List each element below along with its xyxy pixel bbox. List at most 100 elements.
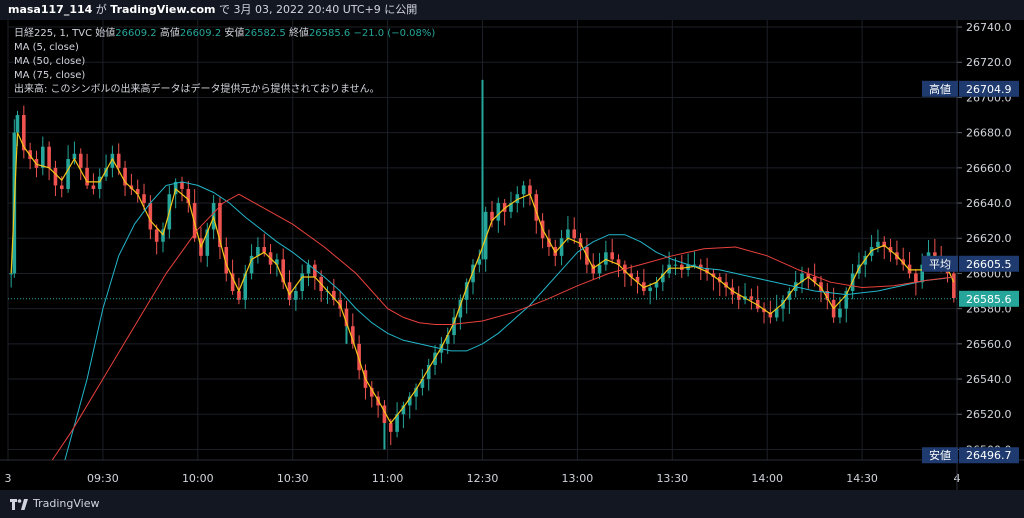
ohlc-row: 日経225, 1, TVC 始値26609.2 高値26609.2 安値2658… (14, 27, 435, 41)
ma75-line[interactable] (51, 193, 954, 461)
candle (313, 259, 317, 290)
candle (123, 160, 127, 197)
price-label-name-bg (922, 447, 958, 464)
volume-note: 出来高: このシンボルの出来高データはデータ提供元から提供されておりません。 (14, 84, 380, 95)
candle-body (9, 273, 13, 275)
ma75-legend[interactable]: MA (75, close) (14, 70, 86, 81)
price-label-bg (959, 290, 1019, 307)
price-label-name-bg (922, 255, 958, 272)
candle (736, 286, 741, 309)
candle-body (104, 167, 108, 177)
candle (40, 136, 45, 176)
candle-body (578, 238, 583, 248)
candle (414, 383, 418, 410)
candle (629, 264, 633, 286)
candle-body (717, 276, 722, 283)
candle (129, 173, 134, 196)
candle (471, 259, 475, 295)
candle-body (15, 115, 20, 133)
candle (477, 249, 482, 273)
candle-body (781, 299, 785, 309)
candle (806, 267, 811, 289)
candle-body (876, 241, 880, 248)
candle (72, 141, 77, 165)
candle (755, 285, 760, 313)
candle-body (838, 308, 842, 318)
candle-body (401, 405, 406, 415)
x-tick-label: 13:30 (656, 472, 688, 485)
price-label-name: 安値 (929, 448, 951, 462)
candle-body (888, 247, 893, 253)
candle (218, 197, 222, 260)
candle-body (294, 291, 298, 300)
candle-body (426, 364, 431, 380)
candle-body (907, 264, 912, 274)
candle (47, 141, 51, 181)
x-tick-label: 13:00 (562, 472, 594, 485)
candle (717, 273, 722, 296)
candle-body (123, 167, 127, 186)
candle-body (256, 247, 260, 256)
candle (78, 148, 83, 181)
site-name[interactable]: TradingView.com (110, 3, 216, 16)
ma50-line[interactable] (64, 181, 954, 461)
candle (604, 240, 608, 271)
candle (186, 181, 191, 213)
candle (521, 180, 526, 208)
x-tick-label: 14:30 (846, 472, 878, 485)
candle-body (755, 299, 760, 309)
symbol-label[interactable]: 日経225, 1, TVC (14, 28, 93, 39)
candle-body (306, 264, 311, 274)
ma5-line[interactable] (10, 132, 955, 425)
candle-body (591, 264, 596, 274)
x-tick-label: 10:00 (182, 472, 214, 485)
open-value: 26609.2 (115, 28, 157, 39)
candle-body (445, 335, 450, 344)
candle (332, 278, 336, 306)
candle-body (711, 273, 716, 277)
candle (287, 270, 292, 306)
high-value: 26609.2 (179, 28, 222, 39)
candle-body (243, 273, 248, 300)
close-value: 26585.6 (308, 28, 351, 39)
candle-body (698, 264, 703, 269)
candle-body (483, 211, 488, 260)
candle (572, 217, 577, 244)
candle (724, 273, 728, 297)
candle-body (97, 176, 102, 189)
candle-body (749, 296, 754, 300)
candle-body (477, 259, 482, 265)
candle (180, 176, 184, 202)
ma50-legend[interactable]: MA (50, close) (14, 56, 86, 67)
candle (509, 191, 513, 219)
candle (642, 268, 646, 296)
candle (97, 168, 102, 199)
x-tick-label: 12:30 (467, 472, 499, 485)
candle (154, 224, 159, 255)
price-chart[interactable]: 26500.026520.026540.026560.026580.026600… (0, 20, 1024, 490)
candle (22, 105, 26, 159)
price-label-value: 26605.5 (966, 258, 1012, 271)
candle-body (287, 282, 292, 300)
candle (53, 160, 58, 197)
candle-body (148, 203, 153, 230)
candle (407, 392, 412, 419)
candle (351, 313, 355, 349)
candle-body (471, 264, 475, 283)
candle (597, 252, 602, 280)
candle (401, 401, 406, 429)
ma5-legend[interactable]: MA (5, close) (14, 42, 79, 53)
price-label-name: 高値 (929, 82, 951, 96)
candle-body (629, 273, 633, 277)
candle (907, 251, 912, 279)
tradingview-logo-icon[interactable] (10, 498, 28, 510)
candle-body (952, 273, 956, 299)
candle-body (332, 291, 336, 300)
candle (762, 302, 766, 324)
footer-brand[interactable]: TradingView (33, 497, 100, 510)
candle-body (369, 387, 374, 397)
candle-body (186, 188, 191, 204)
candle (426, 358, 431, 391)
author-name[interactable]: masa117_114 (8, 3, 93, 16)
candle-body (515, 194, 520, 204)
